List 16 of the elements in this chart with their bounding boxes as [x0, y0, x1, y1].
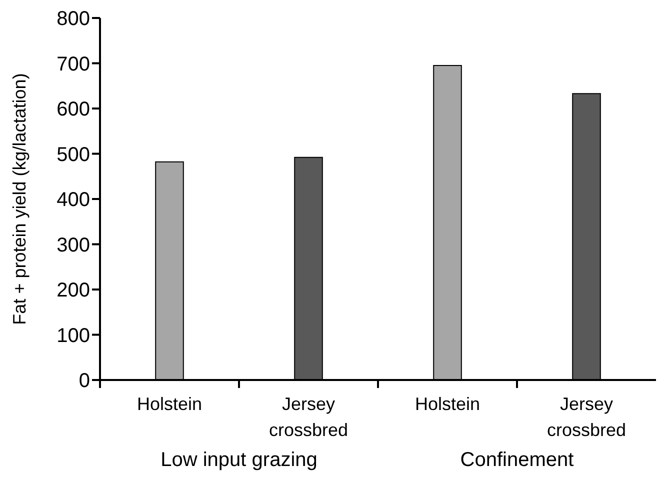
- x-tick-label: Holstein: [414, 394, 480, 414]
- y-axis-title: Fat + protein yield (kg/lactation): [9, 73, 30, 325]
- y-tick-label: 0: [78, 370, 90, 392]
- y-tick-label: 200: [56, 280, 90, 302]
- y-tick-label: 800: [56, 8, 90, 30]
- x-tick-label: Holstein: [136, 394, 202, 414]
- y-tick-label: 400: [56, 189, 90, 212]
- y-tick-label: 500: [56, 144, 90, 166]
- x-tick-label: Jersey crossbred: [268, 394, 348, 440]
- y-tick-label: 300: [56, 234, 90, 256]
- y-tick-label: 600: [56, 98, 90, 121]
- text: Low input grazing: [160, 449, 318, 471]
- y-tick-label: 100: [56, 324, 90, 347]
- y-tick-label: 700: [56, 53, 90, 76]
- text: Confinement: [460, 449, 574, 471]
- x-tick-label: Jersey crossbred: [546, 394, 626, 440]
